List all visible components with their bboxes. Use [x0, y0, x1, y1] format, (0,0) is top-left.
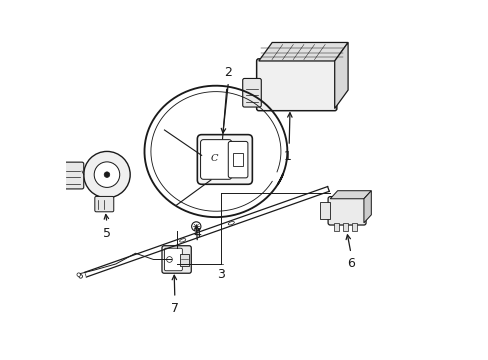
Bar [319, 202, 329, 219]
Circle shape [77, 273, 81, 276]
Circle shape [94, 162, 120, 188]
Text: 3: 3 [217, 268, 225, 281]
Circle shape [191, 222, 201, 231]
FancyBboxPatch shape [200, 140, 231, 179]
Text: 7: 7 [170, 302, 179, 315]
Polygon shape [334, 42, 347, 109]
Bar [232, 153, 243, 166]
Text: 1: 1 [283, 150, 291, 163]
Circle shape [166, 257, 172, 262]
Text: 4: 4 [193, 227, 201, 240]
FancyBboxPatch shape [162, 246, 191, 273]
FancyBboxPatch shape [327, 197, 366, 225]
FancyBboxPatch shape [164, 248, 182, 271]
Text: 5: 5 [103, 227, 111, 240]
Text: 2: 2 [224, 66, 232, 79]
Bar [342, 223, 347, 231]
Bar [333, 223, 339, 231]
FancyBboxPatch shape [256, 59, 336, 111]
Circle shape [83, 152, 130, 198]
FancyBboxPatch shape [242, 78, 261, 107]
Polygon shape [329, 191, 370, 199]
Bar [180, 254, 189, 266]
FancyBboxPatch shape [197, 135, 252, 184]
Text: 6: 6 [346, 257, 354, 270]
Circle shape [79, 275, 82, 278]
Polygon shape [363, 191, 370, 223]
Ellipse shape [228, 221, 234, 225]
Bar [351, 223, 356, 231]
Polygon shape [258, 42, 347, 61]
Circle shape [104, 172, 109, 177]
Ellipse shape [179, 239, 185, 242]
FancyBboxPatch shape [95, 197, 114, 212]
FancyBboxPatch shape [62, 162, 83, 189]
Text: C: C [210, 154, 218, 163]
FancyBboxPatch shape [228, 141, 247, 178]
